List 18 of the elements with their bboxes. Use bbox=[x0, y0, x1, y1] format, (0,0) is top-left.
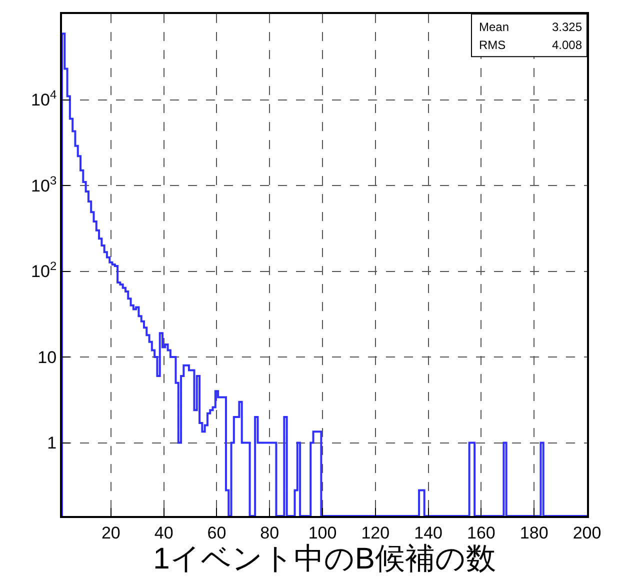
y-tick-label: 10$^{2}$ bbox=[31, 259, 57, 282]
x-tick-label: 60 bbox=[207, 523, 226, 542]
y-tick-label: 10 bbox=[38, 348, 57, 367]
x-tick-label: 40 bbox=[154, 523, 174, 542]
x-tick-label: 140 bbox=[414, 523, 442, 542]
x-axis-title: 1イベント中のB候補の数 bbox=[153, 542, 496, 576]
y-tick-label: 1 bbox=[47, 434, 57, 453]
x-tick-label: 200 bbox=[572, 523, 602, 542]
y-tick-label: 10$^{4}$ bbox=[31, 88, 57, 110]
x-tick-label: 180 bbox=[520, 523, 548, 542]
y-tick-label: 10$^{3}$ bbox=[31, 173, 57, 196]
x-tick-label: 120 bbox=[361, 523, 390, 542]
text: RMS 4.008 bbox=[479, 38, 582, 52]
x-tick-label: 160 bbox=[467, 523, 496, 542]
x-tick-label: 20 bbox=[101, 523, 120, 542]
x-tick-label: 80 bbox=[260, 523, 280, 542]
text: Mean 3.325 bbox=[479, 20, 582, 34]
x-tick-label: 100 bbox=[308, 523, 337, 542]
